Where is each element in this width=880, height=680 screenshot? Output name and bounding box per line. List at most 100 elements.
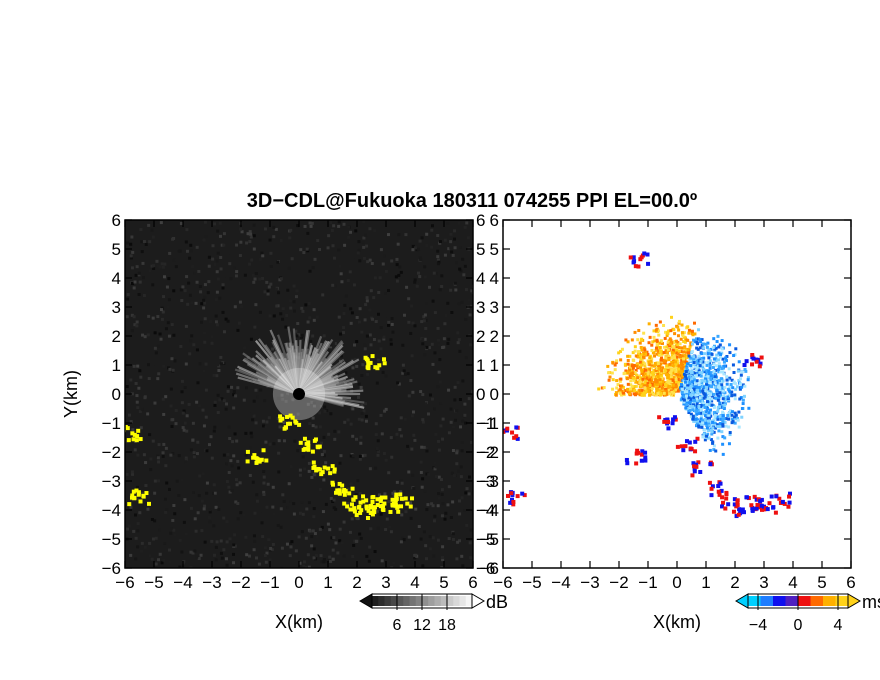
noise-pixel <box>167 548 171 552</box>
noise-pixel <box>154 351 158 355</box>
noise-pixel <box>210 335 214 339</box>
positive-velocity-pixel <box>678 342 682 346</box>
negative-velocity-pixel <box>713 377 717 381</box>
positive-velocity-pixel <box>659 358 663 362</box>
positive-velocity-pixel <box>643 381 647 385</box>
negative-velocity-pixel <box>682 402 686 406</box>
negative-velocity-pixel <box>714 449 718 453</box>
noise-pixel <box>323 409 327 413</box>
noise-pixel <box>178 538 182 542</box>
noise-pixel <box>129 242 133 246</box>
noise-pixel <box>451 500 455 504</box>
noise-pixel <box>265 420 269 424</box>
echo-pixel <box>245 449 250 454</box>
noise-pixel <box>360 330 364 334</box>
positive-velocity-pixel <box>620 393 624 397</box>
noise-pixel <box>436 258 440 262</box>
echo-pixel <box>399 496 404 501</box>
noise-pixel <box>411 321 415 325</box>
noise-pixel <box>426 412 430 416</box>
noise-pixel <box>198 362 202 366</box>
noise-pixel <box>376 358 380 362</box>
noise-pixel <box>232 543 236 547</box>
noise-pixel <box>229 277 233 281</box>
positive-velocity-pixel <box>679 371 683 375</box>
negative-velocity-pixel <box>718 379 722 383</box>
noise-pixel <box>459 425 463 429</box>
colorbar-arrow-high <box>847 593 861 609</box>
noise-pixel <box>358 307 362 311</box>
noise-pixel <box>286 288 290 292</box>
negative-velocity-pixel <box>697 328 701 332</box>
positive-velocity-pixel <box>655 346 659 350</box>
positive-velocity-pixel <box>676 389 680 393</box>
positive-velocity-pixel <box>659 382 663 386</box>
negative-velocity-pixel <box>709 428 713 432</box>
negative-velocity-pixel <box>725 375 729 379</box>
negative-velocity-pixel <box>735 385 739 389</box>
negative-velocity-pixel <box>732 371 736 375</box>
noise-pixel <box>395 263 399 267</box>
noise-pixel <box>199 553 203 557</box>
echo-pixel <box>134 488 139 493</box>
positive-velocity-pixel <box>654 328 658 332</box>
noise-pixel <box>303 566 307 568</box>
negative-velocity-pixel <box>687 372 691 376</box>
noise-pixel <box>148 541 152 545</box>
positive-velocity-pixel <box>653 364 657 368</box>
negative-velocity-pixel <box>696 364 700 368</box>
negative-velocity-pixel <box>683 383 687 387</box>
noise-pixel <box>191 551 195 555</box>
positive-velocity-pixel <box>672 391 676 395</box>
noise-pixel <box>459 475 463 479</box>
echo-edge-pixel <box>512 435 517 440</box>
noise-pixel <box>461 419 465 423</box>
echo-pixel <box>396 509 401 514</box>
echo-edge-pixel <box>695 436 700 441</box>
y-tick-label-right: 5 <box>476 240 485 259</box>
positive-velocity-pixel <box>691 333 695 337</box>
noise-pixel <box>379 347 383 351</box>
negative-velocity-pixel <box>693 391 697 395</box>
negative-velocity-pixel <box>685 401 689 405</box>
echo-edge-pixel <box>719 488 724 493</box>
negative-velocity-pixel <box>679 398 683 402</box>
positive-velocity-pixel <box>655 338 659 342</box>
negative-velocity-pixel <box>707 413 711 417</box>
noise-pixel <box>322 558 326 562</box>
noise-pixel <box>361 240 365 244</box>
negative-velocity-pixel <box>712 418 716 422</box>
positive-velocity-pixel <box>638 354 642 358</box>
positive-velocity-pixel <box>687 350 691 354</box>
noise-pixel <box>204 415 208 419</box>
noise-pixel <box>413 278 417 282</box>
echo-edge-pixel <box>718 481 723 486</box>
noise-pixel <box>322 454 326 458</box>
negative-velocity-pixel <box>704 410 708 414</box>
noise-pixel <box>374 433 378 437</box>
noise-pixel <box>368 545 372 549</box>
positive-velocity-pixel <box>672 366 676 370</box>
noise-pixel <box>343 303 347 307</box>
noise-pixel <box>127 311 131 315</box>
y-tick-label: −6 <box>480 559 499 578</box>
positive-velocity-pixel <box>657 333 661 337</box>
negative-velocity-pixel <box>701 435 705 439</box>
noise-pixel <box>285 313 289 317</box>
positive-velocity-pixel <box>653 354 657 358</box>
echo-pixel <box>337 481 342 486</box>
noise-pixel <box>248 262 252 266</box>
noise-pixel <box>339 332 343 336</box>
colorbar-segment <box>835 596 843 606</box>
y-tick-label: 6 <box>490 211 499 230</box>
noise-pixel <box>306 320 310 324</box>
noise-pixel <box>439 424 443 428</box>
positive-velocity-pixel <box>602 386 606 390</box>
echo-pixel <box>332 467 337 472</box>
echo-edge-pixel <box>732 497 737 502</box>
y-axis-label: Y(km) <box>61 370 81 418</box>
noise-pixel <box>422 530 426 534</box>
noise-pixel <box>304 536 308 540</box>
noise-pixel <box>226 389 230 393</box>
